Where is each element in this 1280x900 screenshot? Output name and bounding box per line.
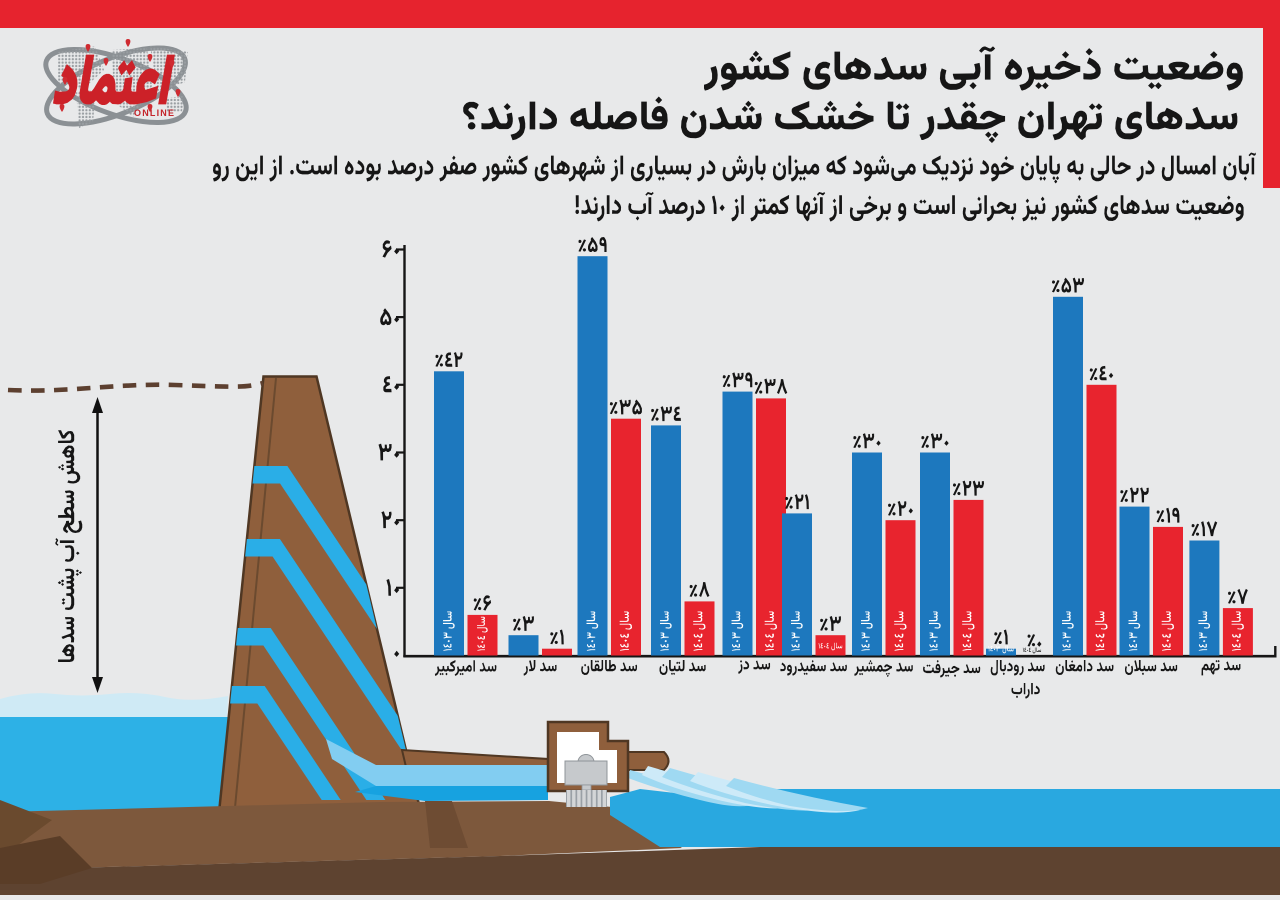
svg-text:ONLINE: ONLINE	[134, 108, 175, 118]
